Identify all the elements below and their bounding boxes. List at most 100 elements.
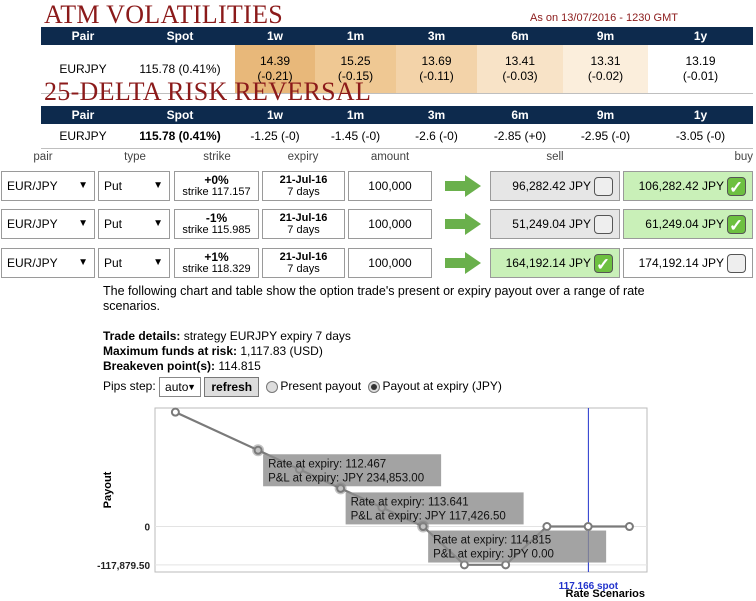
- expiry-days: 7 days: [287, 263, 320, 275]
- expiry-field[interactable]: 21-Jul-16 7 days: [262, 171, 345, 201]
- sell-checkbox[interactable]: [594, 215, 613, 234]
- sell-checkbox[interactable]: [594, 177, 613, 196]
- buy-checkbox[interactable]: [727, 174, 746, 202]
- column-header: 1w: [235, 27, 315, 45]
- x-axis-label: Rate Scenarios: [566, 588, 645, 600]
- risk-reversal-cell: -1.45 (-0): [315, 124, 396, 149]
- column-header: 1m: [315, 106, 396, 124]
- expiry-field[interactable]: 21-Jul-16 7 days: [262, 209, 345, 239]
- volatility-cell: 13.41 (-0.03): [477, 45, 563, 94]
- sell-price-button[interactable]: 96,282.42 JPY: [490, 171, 620, 201]
- risk-reversal-cell: -1.25 (-0): [235, 124, 315, 149]
- pips-step-select[interactable]: auto ▼: [159, 377, 202, 397]
- pips-step-value: auto: [165, 380, 189, 394]
- data-point: [583, 522, 593, 532]
- expiry-days: 7 days: [287, 224, 320, 236]
- column-header-pair: pair: [33, 151, 53, 163]
- present-payout-radio[interactable]: [266, 381, 279, 393]
- buy-price-button[interactable]: 106,282.42 JPY: [623, 171, 753, 202]
- trade-row: EUR/JPY ▼ Put ▼ -1% strike 115.985 21-Jul-16 7 …: [0, 209, 756, 243]
- column-header: 1y: [648, 27, 753, 45]
- sell-price-button[interactable]: 51,249.04 JPY: [490, 209, 620, 239]
- risk-reversal-cell: -3.05 (-0): [648, 124, 753, 149]
- atm-volatilities-title: ATM VOLATILITIES: [44, 0, 284, 29]
- column-header-sell: sell: [546, 151, 564, 163]
- tooltip-rate: Rate at expiry: 114.815: [433, 535, 551, 547]
- type-value: Put: [104, 179, 123, 193]
- column-header: 3m: [396, 106, 477, 124]
- chart-controls: Pips step: auto ▼ refresh Present payout …: [103, 377, 502, 397]
- strike-field[interactable]: +1% strike 118.329: [174, 248, 259, 278]
- volatility-cell: 13.19 (-0.01): [648, 45, 753, 94]
- volatility-change: (-0.03): [502, 69, 538, 83]
- trade-row: EUR/JPY ▼ Put ▼ +0% strike 117.157 21-Jul-16 7 …: [0, 171, 756, 205]
- volatility-value: 13.41: [504, 54, 536, 68]
- expiry-date: 21-Jul-16: [279, 251, 328, 263]
- max-funds-value: 1,117.83 (USD): [237, 344, 323, 358]
- spot-cell: 115.78 (0.41%): [125, 124, 235, 149]
- sell-price-button[interactable]: 164,192.14 JPY: [490, 248, 620, 279]
- column-header-amount: amount: [370, 151, 410, 163]
- sell-price: 164,192.14 JPY: [505, 256, 591, 270]
- expiry-payout-label: Payout at expiry (JPY): [382, 379, 502, 394]
- trade-details-label: Trade details:: [103, 329, 181, 343]
- tooltip-box: [345, 492, 524, 525]
- strike-value: strike 117.157: [182, 186, 251, 198]
- type-select[interactable]: Put ▼: [98, 248, 170, 278]
- volatility-value: 15.25: [340, 54, 371, 68]
- type-value: Put: [104, 217, 123, 231]
- amount-field[interactable]: 100,000: [348, 248, 432, 278]
- expiry-field[interactable]: 21-Jul-16 7 days: [262, 248, 345, 278]
- chevron-down-icon: ▼: [78, 218, 88, 229]
- type-select[interactable]: Put ▼: [98, 209, 170, 239]
- trade-details-value: strategy EURJPY expiry 7 days: [180, 329, 351, 343]
- pips-step-label: Pips step:: [103, 379, 156, 394]
- column-header: 6m: [477, 27, 563, 45]
- refresh-button[interactable]: refresh: [204, 377, 260, 397]
- pair-value: EUR/JPY: [7, 256, 58, 270]
- buy-checkbox[interactable]: [727, 212, 746, 240]
- strike-field[interactable]: -1% strike 115.985: [174, 209, 259, 239]
- tooltip-rate: Rate at expiry: 112.467: [268, 458, 386, 470]
- amount-field[interactable]: 100,000: [348, 171, 432, 201]
- volatility-value: 13.69: [421, 54, 452, 68]
- risk-reversal-cell: -2.85 (+0): [477, 124, 563, 149]
- amount-field[interactable]: 100,000: [348, 209, 432, 239]
- buy-price-button[interactable]: 174,192.14 JPY: [623, 248, 753, 278]
- expiry-date: 21-Jul-16: [279, 212, 328, 224]
- volatility-cell: 13.31 (-0.02): [563, 45, 648, 94]
- column-header-buy: buy: [734, 151, 753, 163]
- strike-field[interactable]: +0% strike 117.157: [174, 171, 259, 201]
- spot-label: 117.166 spot: [559, 581, 619, 592]
- volatility-change: (-0.01): [682, 69, 719, 83]
- present-payout-label: Present payout: [280, 379, 362, 394]
- type-select[interactable]: Put ▼: [98, 171, 170, 201]
- pair-select[interactable]: EUR/JPY ▼: [1, 248, 95, 278]
- buy-checkbox[interactable]: [727, 254, 746, 273]
- expiry-payout-radio[interactable]: [368, 381, 381, 393]
- table-row: EURJPY 115.78 (0.41%) 14.39 (-0.21) 15.25 (-0…: [41, 45, 753, 94]
- sell-checkbox[interactable]: [594, 251, 613, 279]
- payout-chart[interactable]: 0 -117,879.50 Payout Rate Scenarios117.166 …: [0, 395, 756, 601]
- column-header: 1w: [235, 106, 315, 124]
- volatility-change: (-0.21): [257, 69, 293, 83]
- volatility-cell: 14.39 (-0.21): [235, 45, 315, 94]
- strike-percent: +1%: [204, 250, 229, 264]
- buy-price: 61,249.04 JPY: [645, 217, 724, 231]
- column-header: Spot: [125, 106, 235, 124]
- risk-reversal-cell: -2.95 (-0): [563, 124, 648, 149]
- tooltip-box: [263, 454, 442, 487]
- data-point: [624, 522, 634, 532]
- volatility-change: (-0.02): [587, 69, 624, 83]
- volatility-change: (-0.11): [419, 69, 454, 83]
- arrow-right-icon: [445, 175, 481, 197]
- pair-select[interactable]: EUR/JPY ▼: [1, 171, 95, 201]
- breakeven-value: 114.815: [215, 359, 261, 373]
- pair-select[interactable]: EUR/JPY ▼: [1, 209, 95, 239]
- chevron-down-icon: ▼: [153, 257, 163, 268]
- chevron-down-icon: ▼: [78, 180, 88, 191]
- buy-price-button[interactable]: 61,249.04 JPY: [623, 209, 753, 240]
- expiry-days: 7 days: [287, 186, 320, 198]
- atm-header-row: Pair Spot 1w 1m 3m 6m 9m 1y: [41, 27, 753, 45]
- y-axis-label: Payout: [102, 471, 114, 508]
